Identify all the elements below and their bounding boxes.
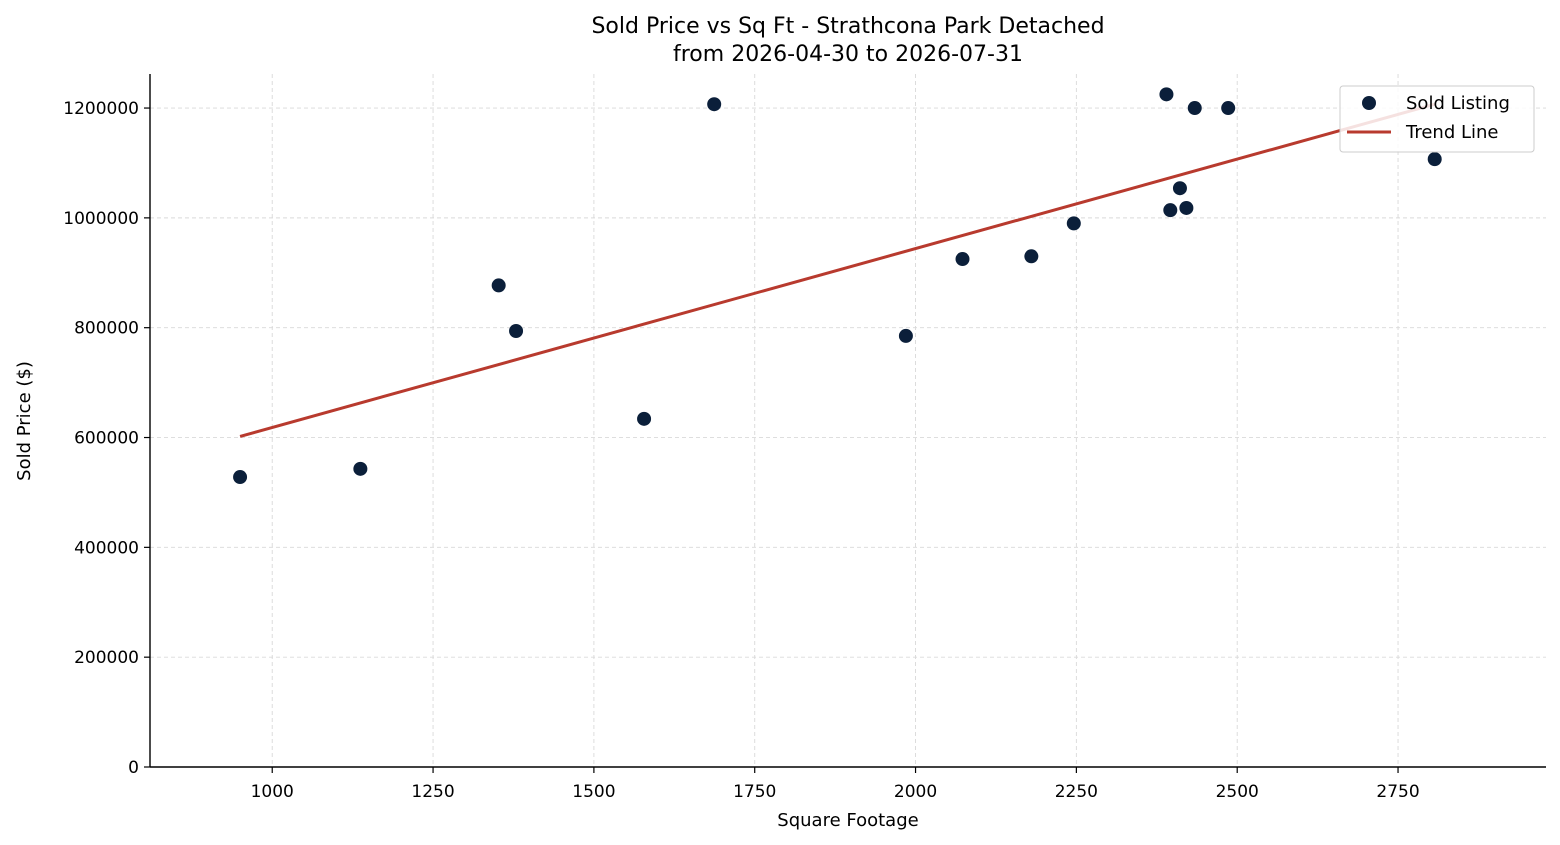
y-tick-label: 200000 [74, 648, 139, 668]
y-tick-label: 600000 [74, 429, 139, 449]
data-point [1066, 216, 1081, 231]
data-point [707, 97, 722, 112]
data-point [1427, 152, 1442, 167]
data-point [509, 323, 524, 338]
data-point [491, 278, 506, 293]
y-tick-label: 400000 [74, 538, 139, 558]
legend-label-sold-listing: Sold Listing [1406, 93, 1510, 114]
data-point [1172, 181, 1187, 196]
data-point [1187, 101, 1202, 116]
legend-box [1339, 85, 1535, 153]
data-point [1179, 200, 1194, 215]
chart-subtitle: from 2026-04-30 to 2026-07-31 [673, 42, 1023, 67]
data-point [233, 470, 248, 485]
y-axis-ticks: 0 200000 400000 600000 800000 1000000 1200000 [63, 99, 150, 778]
data-points [233, 87, 1442, 485]
y-tick-label: 1000000 [63, 209, 139, 229]
x-axis-label: Square Footage [777, 810, 918, 831]
data-point [353, 461, 368, 476]
data-point [1221, 101, 1236, 116]
y-tick-label: 0 [128, 758, 139, 778]
x-tick-label: 1250 [411, 782, 454, 802]
legend-label-trend-line: Trend Line [1405, 122, 1499, 143]
x-axis-ticks: 1000 1250 1500 1750 2000 2250 2500 2750 [251, 767, 1420, 802]
x-tick-label: 2000 [894, 782, 937, 802]
y-tick-label: 800000 [74, 319, 139, 339]
chart-title: Sold Price vs Sq Ft - Strathcona Park De… [591, 14, 1104, 39]
data-point [1163, 203, 1178, 218]
x-tick-label: 2750 [1376, 782, 1419, 802]
legend-marker-sold-listing [1362, 96, 1376, 110]
trend-line [239, 102, 1436, 438]
y-tick-label: 1200000 [63, 99, 139, 119]
legend: Sold Listing Trend Line [1339, 85, 1535, 153]
data-point [1159, 87, 1174, 102]
x-tick-label: 2250 [1055, 782, 1098, 802]
y-axis-label: Sold Price ($) [14, 361, 35, 481]
data-point [898, 328, 913, 343]
data-point [955, 252, 970, 267]
axes [149, 74, 1546, 768]
data-point [1024, 249, 1039, 264]
x-tick-label: 1000 [251, 782, 294, 802]
data-point [637, 411, 652, 426]
x-tick-label: 1500 [572, 782, 615, 802]
x-tick-label: 2500 [1216, 782, 1259, 802]
trend-line-group [239, 102, 1436, 438]
x-tick-label: 1750 [733, 782, 776, 802]
